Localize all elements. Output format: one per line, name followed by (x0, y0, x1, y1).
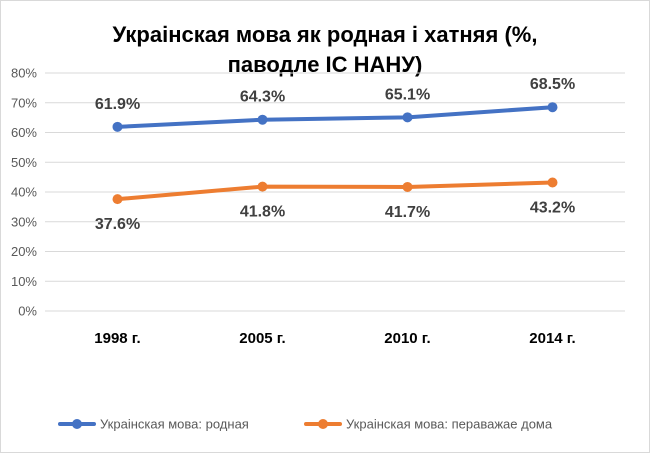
y-tick-label: 50% (11, 155, 37, 170)
y-tick-label: 10% (11, 274, 37, 289)
data-point (402, 181, 413, 192)
series-1: 61.9% 64.3% 65.1% 68.5% (95, 76, 575, 132)
legend-item-2: Украінская мова: пераважае дома (304, 417, 553, 432)
data-point (112, 194, 123, 205)
y-tick-label: 0% (18, 304, 37, 319)
legend-marker (72, 419, 82, 429)
data-label: 68.5% (530, 76, 575, 93)
legend-marker (318, 419, 328, 429)
data-label: 65.1% (385, 86, 430, 103)
y-tick-label: 70% (11, 95, 37, 110)
data-label: 37.6% (95, 216, 140, 233)
y-tick-label: 40% (11, 185, 37, 200)
y-tick-label: 60% (11, 125, 37, 140)
x-tick-label: 2005 г. (239, 330, 285, 347)
x-tick-label: 2014 г. (529, 330, 575, 347)
x-tick-label: 1998 г. (94, 330, 140, 347)
series-2: 37.6% 41.8% 41.7% 43.2% (95, 177, 575, 233)
gridlines (45, 72, 625, 312)
data-point (112, 121, 123, 132)
y-tick-label: 30% (11, 214, 37, 229)
data-label: 41.8% (240, 204, 285, 221)
data-point (257, 114, 268, 125)
legend-label: Украінская мова: родная (100, 417, 249, 432)
chart-title-line-1: Украінская мова як родная і хатняя (%, (113, 22, 538, 47)
y-tick-label: 20% (11, 244, 37, 259)
data-point (257, 181, 268, 192)
x-axis: 1998 г. 2005 г. 2010 г. 2014 г. (94, 330, 575, 347)
x-tick-label: 2010 г. (384, 330, 430, 347)
y-axis: 0% 10% 20% 30% 40% 50% 60% 70% 80% (11, 66, 37, 319)
data-label: 64.3% (240, 89, 285, 106)
series: 61.9% 64.3% 65.1% 68.5% 37.6% 41.8% 41.7% 43.2% (95, 76, 575, 233)
data-point (547, 102, 558, 113)
series-line (115, 180, 555, 202)
legend-item-1: Украінская мова: родная (58, 417, 249, 432)
y-tick-label: 80% (11, 66, 37, 81)
data-label: 41.7% (385, 204, 430, 221)
legend-label: Украінская мова: пераважае дома (346, 417, 553, 432)
data-label: 43.2% (530, 199, 575, 216)
legend: Украінская мова: родная Украінская мова: … (58, 417, 553, 432)
chart-title: Украінская мова як родная і хатняя (%, п… (113, 22, 538, 77)
data-point (547, 177, 558, 188)
data-point (402, 112, 413, 123)
data-label: 61.9% (95, 96, 140, 113)
series-line (115, 105, 555, 129)
